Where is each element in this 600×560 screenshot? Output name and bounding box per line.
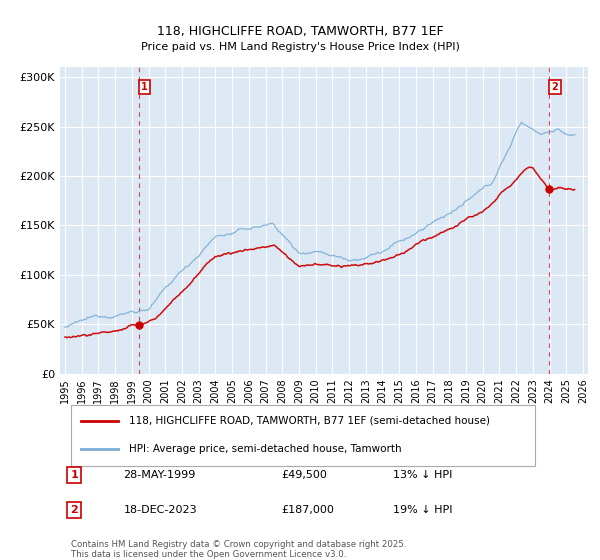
Text: 28-MAY-1999: 28-MAY-1999	[124, 470, 196, 480]
Text: HPI: Average price, semi-detached house, Tamworth: HPI: Average price, semi-detached house,…	[128, 444, 401, 454]
Text: Contains HM Land Registry data © Crown copyright and database right 2025.
This d: Contains HM Land Registry data © Crown c…	[71, 540, 406, 559]
Text: 18-DEC-2023: 18-DEC-2023	[124, 505, 197, 515]
Text: 118, HIGHCLIFFE ROAD, TAMWORTH, B77 1EF: 118, HIGHCLIFFE ROAD, TAMWORTH, B77 1EF	[157, 25, 443, 38]
Text: Price paid vs. HM Land Registry's House Price Index (HPI): Price paid vs. HM Land Registry's House …	[140, 42, 460, 52]
Text: 13% ↓ HPI: 13% ↓ HPI	[392, 470, 452, 480]
Text: £187,000: £187,000	[282, 505, 335, 515]
Text: £49,500: £49,500	[282, 470, 328, 480]
Text: 1: 1	[71, 470, 79, 480]
Text: 2: 2	[551, 82, 559, 92]
FancyBboxPatch shape	[71, 405, 535, 466]
Text: 2: 2	[71, 505, 79, 515]
Text: 19% ↓ HPI: 19% ↓ HPI	[392, 505, 452, 515]
Text: 1: 1	[141, 82, 148, 92]
Text: 118, HIGHCLIFFE ROAD, TAMWORTH, B77 1EF (semi-detached house): 118, HIGHCLIFFE ROAD, TAMWORTH, B77 1EF …	[128, 416, 490, 426]
